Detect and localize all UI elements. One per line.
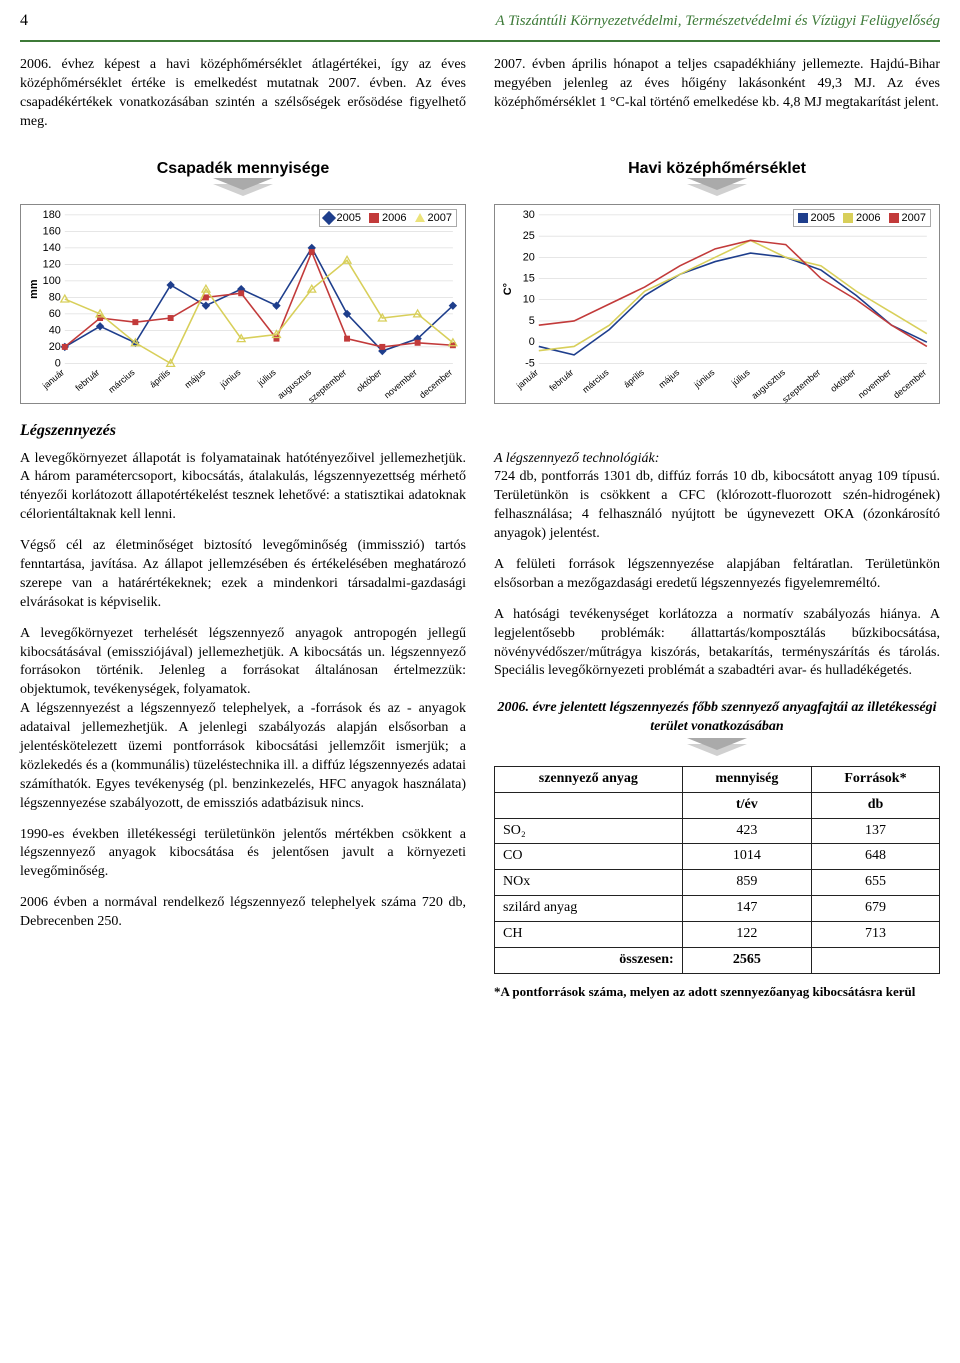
tech-heading: A légszennyező technológiák: [494, 451, 659, 466]
precip-chart: 2005 2006 2007 020406080100120140160180m… [20, 204, 466, 404]
intro-left: 2006. évhez képest a havi középhőmérsékl… [20, 56, 466, 142]
svg-text:június: június [691, 366, 716, 390]
svg-text:120: 120 [43, 258, 61, 270]
body-left-p5: 2006 évben a normával rendelkező légszen… [20, 894, 466, 932]
svg-text:60: 60 [49, 307, 61, 319]
legend-2005: 2005 [337, 212, 361, 224]
svg-text:160: 160 [43, 225, 61, 237]
svg-text:február: február [73, 367, 101, 393]
header-rule [20, 40, 940, 42]
intro-left-p: 2006. évhez képest a havi középhőmérsékl… [20, 56, 466, 132]
th-anyag: szennyező anyag [495, 766, 683, 792]
svg-text:0: 0 [529, 336, 535, 348]
svg-text:július: július [729, 366, 752, 388]
svg-text:20: 20 [49, 340, 61, 352]
table-footnote: *A pontforrások száma, melyen az adott s… [494, 984, 940, 1000]
body-right-p3: A hatósági tevékenységet korlátozza a no… [494, 606, 940, 682]
svg-text:180: 180 [43, 208, 61, 220]
precip-legend: 2005 2006 2007 [319, 209, 457, 227]
svg-text:december: december [891, 367, 928, 400]
svg-text:október: október [828, 367, 857, 394]
body-left-p3b: A légszennyezést a légszennyező telephel… [20, 701, 466, 810]
legend-2006: 2006 [856, 212, 880, 224]
body-right-p1: A légszennyező technológiák: 724 db, pont… [494, 450, 940, 544]
body-left: A levegőkörnyezet állapotát is folyamata… [20, 450, 466, 1013]
svg-text:140: 140 [43, 241, 61, 253]
th-unit-t: t/év [682, 792, 811, 818]
svg-text:január: január [514, 367, 540, 391]
body-left-p2: Végső cél az életminőséget biztosító lev… [20, 537, 466, 613]
intro-right-p: 2007. évben április hónapot a teljes csa… [494, 56, 940, 113]
svg-text:március: március [106, 366, 137, 394]
org-title: A Tiszántúli Környezetvédelmi, Természet… [44, 13, 940, 30]
svg-text:május: május [657, 366, 682, 389]
svg-text:5: 5 [529, 315, 535, 327]
svg-text:C°: C° [502, 283, 514, 295]
table-row: CH122713 [495, 922, 940, 948]
th-menny: mennyiség [682, 766, 811, 792]
svg-text:június: június [217, 366, 242, 390]
table-row: szilárd anyag147679 [495, 896, 940, 922]
intro-columns: 2006. évhez képest a havi középhőmérsékl… [20, 56, 940, 142]
page-number: 4 [20, 12, 28, 30]
temp-chart-title: Havi középhőmérséklet [494, 160, 940, 178]
svg-text:80: 80 [49, 291, 61, 303]
svg-text:december: december [417, 367, 454, 400]
svg-text:január: január [40, 367, 66, 391]
emissions-table: szennyező anyag mennyiség Források* t/év… [494, 766, 940, 974]
body-left-p3: A levegőkörnyezet terhelését légszennyez… [20, 625, 466, 814]
svg-text:november: november [856, 367, 893, 400]
svg-text:október: október [354, 367, 383, 394]
chevron-down-icon [213, 184, 273, 196]
svg-text:40: 40 [49, 324, 61, 336]
svg-text:30: 30 [523, 208, 535, 220]
svg-text:20: 20 [523, 251, 535, 263]
svg-text:április: április [148, 366, 173, 389]
svg-text:május: május [183, 366, 208, 389]
table-row: NOx859655 [495, 870, 940, 896]
body-left-p4: 1990-es években illetékességi területünk… [20, 826, 466, 883]
svg-text:február: február [547, 367, 575, 393]
svg-text:10: 10 [523, 293, 535, 305]
legend-2005: 2005 [811, 212, 835, 224]
svg-text:április: április [622, 366, 647, 389]
svg-text:november: november [382, 367, 419, 400]
legend-2007: 2007 [428, 212, 452, 224]
body-left-p1: A levegőkörnyezet állapotát is folyamata… [20, 450, 466, 526]
svg-text:szeptember: szeptember [780, 367, 822, 403]
body-left-p3a: A levegőkörnyezet terhelését légszennyez… [20, 626, 466, 698]
svg-text:100: 100 [43, 274, 61, 286]
chevron-down-icon [687, 744, 747, 756]
precip-chart-title: Csapadék mennyisége [20, 160, 466, 178]
table-title: 2006. évre jelentett légszennyezés főbb … [494, 699, 940, 735]
table-row: SO₂423137 [495, 818, 940, 844]
th-unit-db: db [811, 792, 939, 818]
chevron-down-icon [687, 184, 747, 196]
legend-2007: 2007 [902, 212, 926, 224]
svg-text:március: március [580, 366, 611, 394]
body-right-p2: A felületi források légszennyezése alapj… [494, 556, 940, 594]
svg-text:szeptember: szeptember [306, 367, 348, 403]
svg-text:mm: mm [28, 279, 40, 298]
intro-right: 2007. évben április hónapot a teljes csa… [494, 56, 940, 142]
th-forras: Források* [811, 766, 939, 792]
table-row: CO1014648 [495, 844, 940, 870]
svg-text:július: július [255, 366, 278, 388]
svg-text:15: 15 [523, 272, 535, 284]
body-right-p1-text: 724 db, pontforrás 1301 db, diffúz forrá… [494, 469, 940, 541]
temp-chart: 2005 2006 2007 -5051015202530C°januárfeb… [494, 204, 940, 404]
svg-text:25: 25 [523, 230, 535, 242]
air-section-title: Légszennyezés [20, 422, 940, 440]
legend-2006: 2006 [382, 212, 406, 224]
temp-legend: 2005 2006 2007 [793, 209, 931, 227]
body-right: A légszennyező technológiák: 724 db, pont… [494, 450, 940, 1013]
table-total-row: összesen:2565 [495, 947, 940, 973]
